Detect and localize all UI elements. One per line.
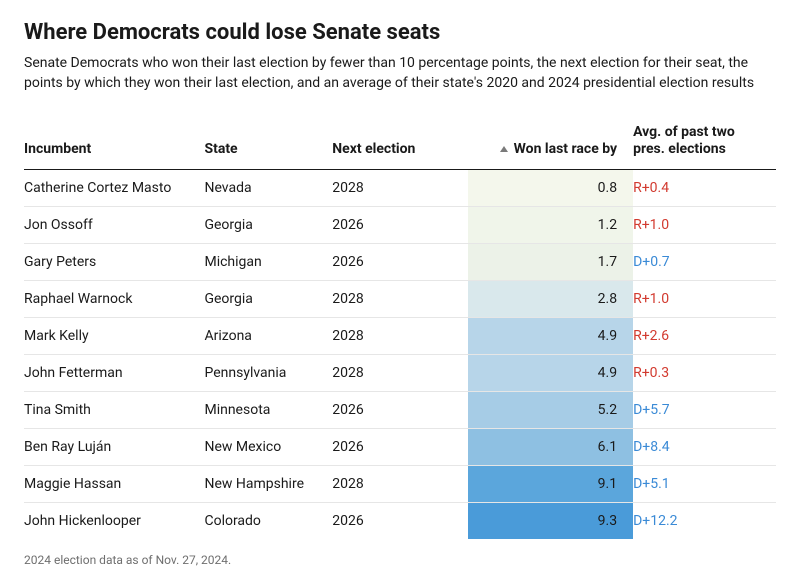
col-header-margin-label: Won last race by [514,141,617,157]
table-row: Raphael WarnockGeorgia20282.8R+1.0 [24,280,776,317]
cell-margin: 9.1 [468,465,633,502]
cell-margin: 4.9 [468,317,633,354]
table-row: John HickenlooperColorado20269.3D+12.2 [24,502,776,539]
cell-next-election: 2026 [332,502,467,539]
cell-state: Georgia [204,206,332,243]
cell-pres-avg: R+1.0 [633,280,776,317]
senate-table: Incumbent State Next election Won last r… [24,116,776,539]
cell-next-election: 2026 [332,243,467,280]
cell-pres-avg: D+8.4 [633,428,776,465]
table-row: Maggie HassanNew Hampshire20289.1D+5.1 [24,465,776,502]
cell-next-election: 2028 [332,169,467,206]
cell-next-election: 2026 [332,428,467,465]
table-header-row: Incumbent State Next election Won last r… [24,116,776,170]
cell-incumbent: Catherine Cortez Masto [24,169,204,206]
cell-state: Colorado [204,502,332,539]
cell-pres-avg: R+2.6 [633,317,776,354]
cell-incumbent: Mark Kelly [24,317,204,354]
cell-margin: 1.2 [468,206,633,243]
col-header-incumbent[interactable]: Incumbent [24,116,204,170]
cell-state: Nevada [204,169,332,206]
table-row: Gary PetersMichigan20261.7D+0.7 [24,243,776,280]
cell-margin: 6.1 [468,428,633,465]
cell-state: Georgia [204,280,332,317]
cell-state: New Mexico [204,428,332,465]
table-row: Ben Ray LujánNew Mexico20266.1D+8.4 [24,428,776,465]
page-title: Where Democrats could lose Senate seats [24,20,776,45]
cell-incumbent: Jon Ossoff [24,206,204,243]
cell-next-election: 2026 [332,391,467,428]
table-row: Tina SmithMinnesota20265.2D+5.7 [24,391,776,428]
cell-next-election: 2028 [332,280,467,317]
cell-margin: 9.3 [468,502,633,539]
cell-next-election: 2028 [332,317,467,354]
footnote: 2024 election data as of Nov. 27, 2024. [24,553,776,567]
cell-incumbent: Tina Smith [24,391,204,428]
cell-state: Michigan [204,243,332,280]
cell-margin: 5.2 [468,391,633,428]
col-header-margin[interactable]: Won last race by [468,116,633,170]
cell-state: Arizona [204,317,332,354]
cell-incumbent: John Hickenlooper [24,502,204,539]
cell-next-election: 2028 [332,354,467,391]
cell-incumbent: Raphael Warnock [24,280,204,317]
cell-pres-avg: R+0.3 [633,354,776,391]
cell-incumbent: Gary Peters [24,243,204,280]
col-header-pres-avg[interactable]: Avg. of past two pres. elections [633,116,776,170]
cell-margin: 0.8 [468,169,633,206]
col-header-next-election[interactable]: Next election [332,116,467,170]
cell-pres-avg: R+0.4 [633,169,776,206]
cell-margin: 4.9 [468,354,633,391]
cell-incumbent: Ben Ray Luján [24,428,204,465]
cell-pres-avg: D+5.1 [633,465,776,502]
page-subtitle: Senate Democrats who won their last elec… [24,53,764,94]
table-row: Catherine Cortez MastoNevada20280.8R+0.4 [24,169,776,206]
sort-asc-icon [500,146,508,152]
cell-pres-avg: D+0.7 [633,243,776,280]
cell-incumbent: John Fetterman [24,354,204,391]
cell-state: Minnesota [204,391,332,428]
cell-incumbent: Maggie Hassan [24,465,204,502]
table-row: Mark KellyArizona20284.9R+2.6 [24,317,776,354]
cell-margin: 1.7 [468,243,633,280]
table-row: Jon OssoffGeorgia20261.2R+1.0 [24,206,776,243]
cell-pres-avg: D+12.2 [633,502,776,539]
cell-pres-avg: R+1.0 [633,206,776,243]
col-header-state[interactable]: State [204,116,332,170]
cell-margin: 2.8 [468,280,633,317]
cell-next-election: 2026 [332,206,467,243]
cell-state: Pennsylvania [204,354,332,391]
cell-pres-avg: D+5.7 [633,391,776,428]
cell-state: New Hampshire [204,465,332,502]
table-row: John FettermanPennsylvania20284.9R+0.3 [24,354,776,391]
cell-next-election: 2028 [332,465,467,502]
